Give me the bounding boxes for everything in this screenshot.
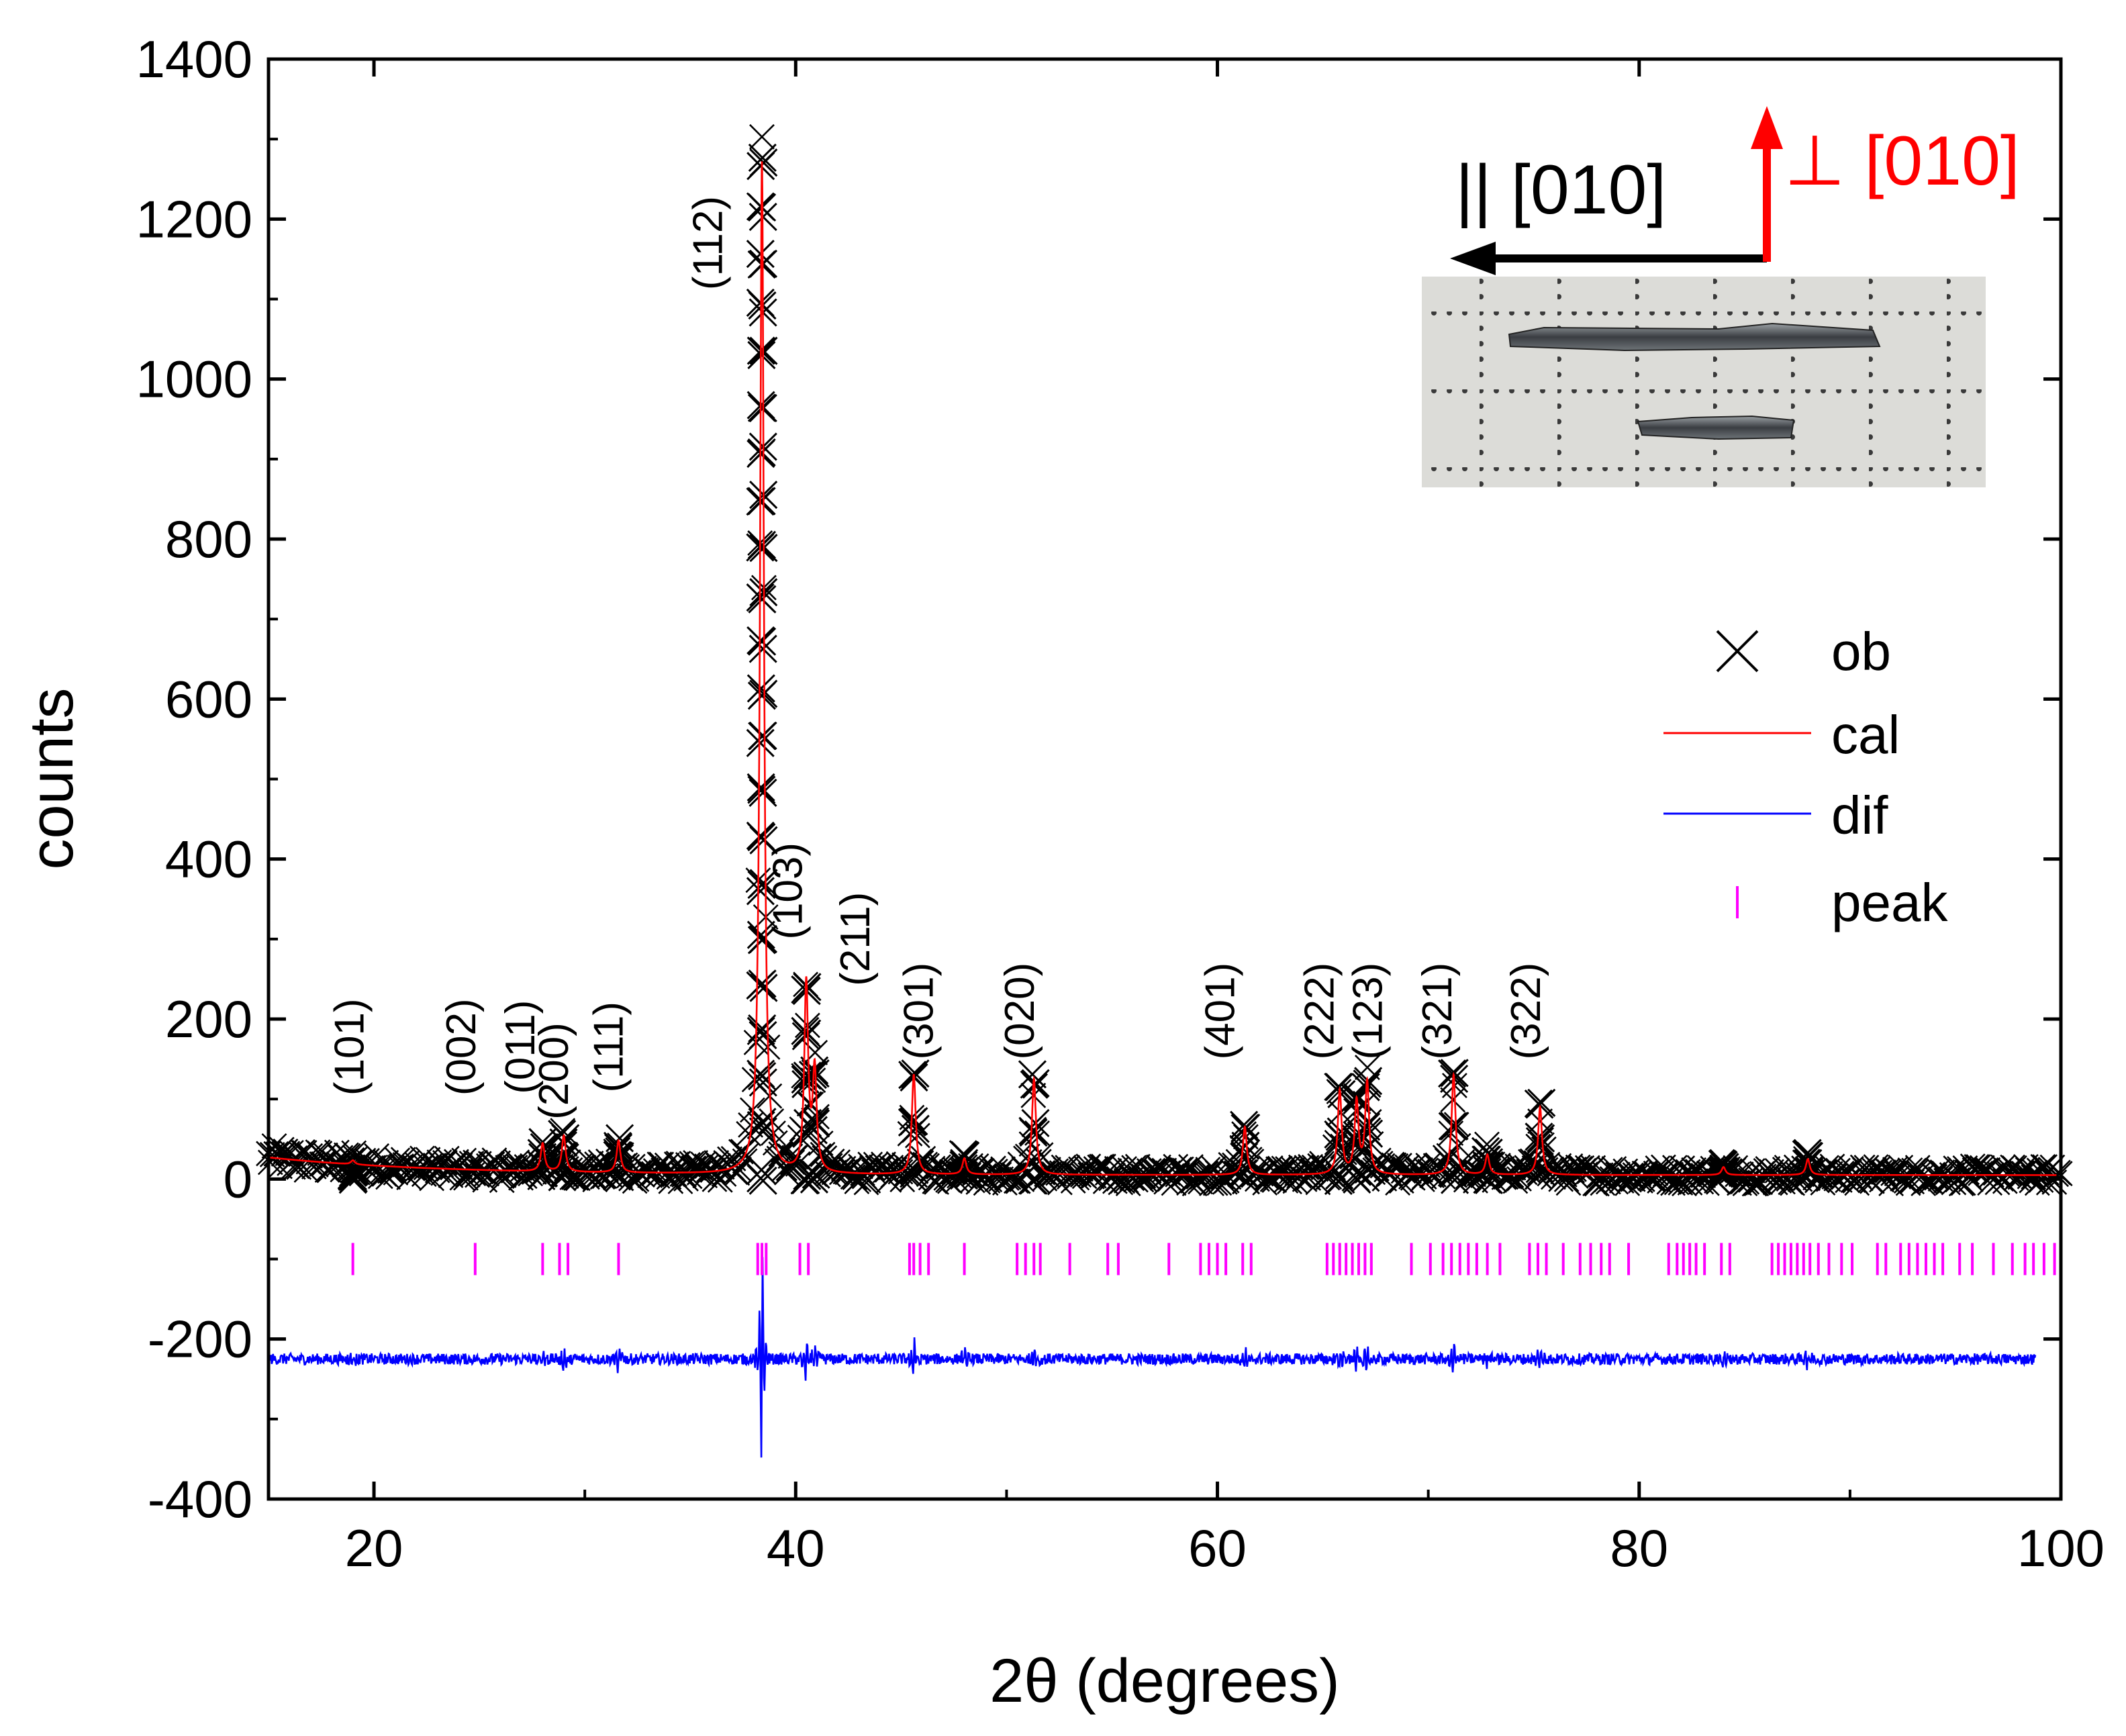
inset: || [010] ⊥ [010]: [1422, 106, 2020, 487]
legend-ob-marker: [1716, 630, 1759, 673]
parallel-direction-label: || [010]: [1455, 151, 1666, 229]
x-tick-label: 80: [1610, 1518, 1668, 1578]
hkl-label: (020): [997, 963, 1043, 1060]
y-tick-label: 400: [165, 830, 252, 889]
cal-series: [268, 161, 2057, 1176]
hkl-label: (002): [438, 998, 485, 1096]
crystal-short: [1637, 415, 1795, 440]
perpendicular-arrow: [1751, 106, 1783, 262]
y-tick-label: -200: [148, 1310, 252, 1369]
hkl-label: (112): [685, 196, 731, 290]
hkl-label: (401): [1198, 963, 1244, 1060]
x-tick-label: 40: [767, 1518, 825, 1578]
y-tick-label: -400: [148, 1469, 252, 1529]
legend-cal-label: cal: [1831, 705, 1900, 765]
x-tick-label: 100: [2017, 1518, 2105, 1578]
x-axis-title: 2θ (degrees): [989, 1647, 1340, 1715]
ob-peak-11: [1324, 1072, 1356, 1196]
hkl-label: (211): [832, 892, 879, 986]
hkl-label: (322): [1503, 963, 1549, 1060]
y-tick-label: 600: [165, 669, 252, 728]
hkl-label: (123): [1345, 963, 1392, 1060]
parallel-arrow: [1450, 242, 1767, 275]
ob-peak-8: [949, 1140, 980, 1190]
y-tick-label: 1000: [136, 350, 252, 409]
hkl-label: (103): [765, 842, 812, 940]
plot-area: [269, 59, 2061, 1499]
hkl-label: (101): [326, 998, 373, 1096]
dif-line: [267, 1257, 2037, 1458]
legend-peak-label: peak: [1831, 873, 1948, 932]
ob-peak-0: [337, 1154, 369, 1194]
ob-peak-2: [548, 1120, 580, 1192]
y-axis-title: counts: [17, 687, 86, 869]
y-tick-label: 200: [165, 990, 252, 1049]
crystal-long: [1508, 322, 1881, 352]
hkl-label: (301): [896, 963, 943, 1060]
y-tick-label: 1200: [136, 189, 252, 248]
hkl-label: (011): [497, 1000, 544, 1094]
y-tick-label: 800: [165, 510, 252, 569]
dif-series: [267, 1257, 2037, 1458]
x-tick-label: 60: [1188, 1518, 1247, 1578]
x-tick-label: 20: [345, 1518, 403, 1578]
hkl-labels: (101) (002) (011)(200) (111) (112) (103) (211)…: [326, 196, 1549, 1120]
hkl-label: (222): [1296, 963, 1343, 1060]
legend: ob cal dif peak: [1663, 622, 1948, 932]
ob-peak-16: [1524, 1088, 1556, 1190]
hkl-label: (200): [531, 1022, 577, 1120]
axes: 20 40 60 80 100 -400 -200 0 200 400 600 800 1000 1200…: [136, 30, 2105, 1578]
y-tick-label: 1400: [136, 30, 252, 89]
hkl-label: (111): [586, 1002, 632, 1093]
perpendicular-direction-label: ⊥ [010]: [1784, 122, 2020, 200]
inset-photo: [1422, 277, 1986, 487]
hkl-label: (321): [1414, 963, 1461, 1060]
y-tick-label: 0: [224, 1149, 252, 1208]
legend-ob-label: ob: [1831, 622, 1891, 681]
cal-line: [268, 161, 2057, 1176]
ob-peak-17: [1708, 1149, 1739, 1190]
legend-dif-label: dif: [1831, 785, 1888, 845]
peak-tick-series: [351, 1243, 2056, 1275]
